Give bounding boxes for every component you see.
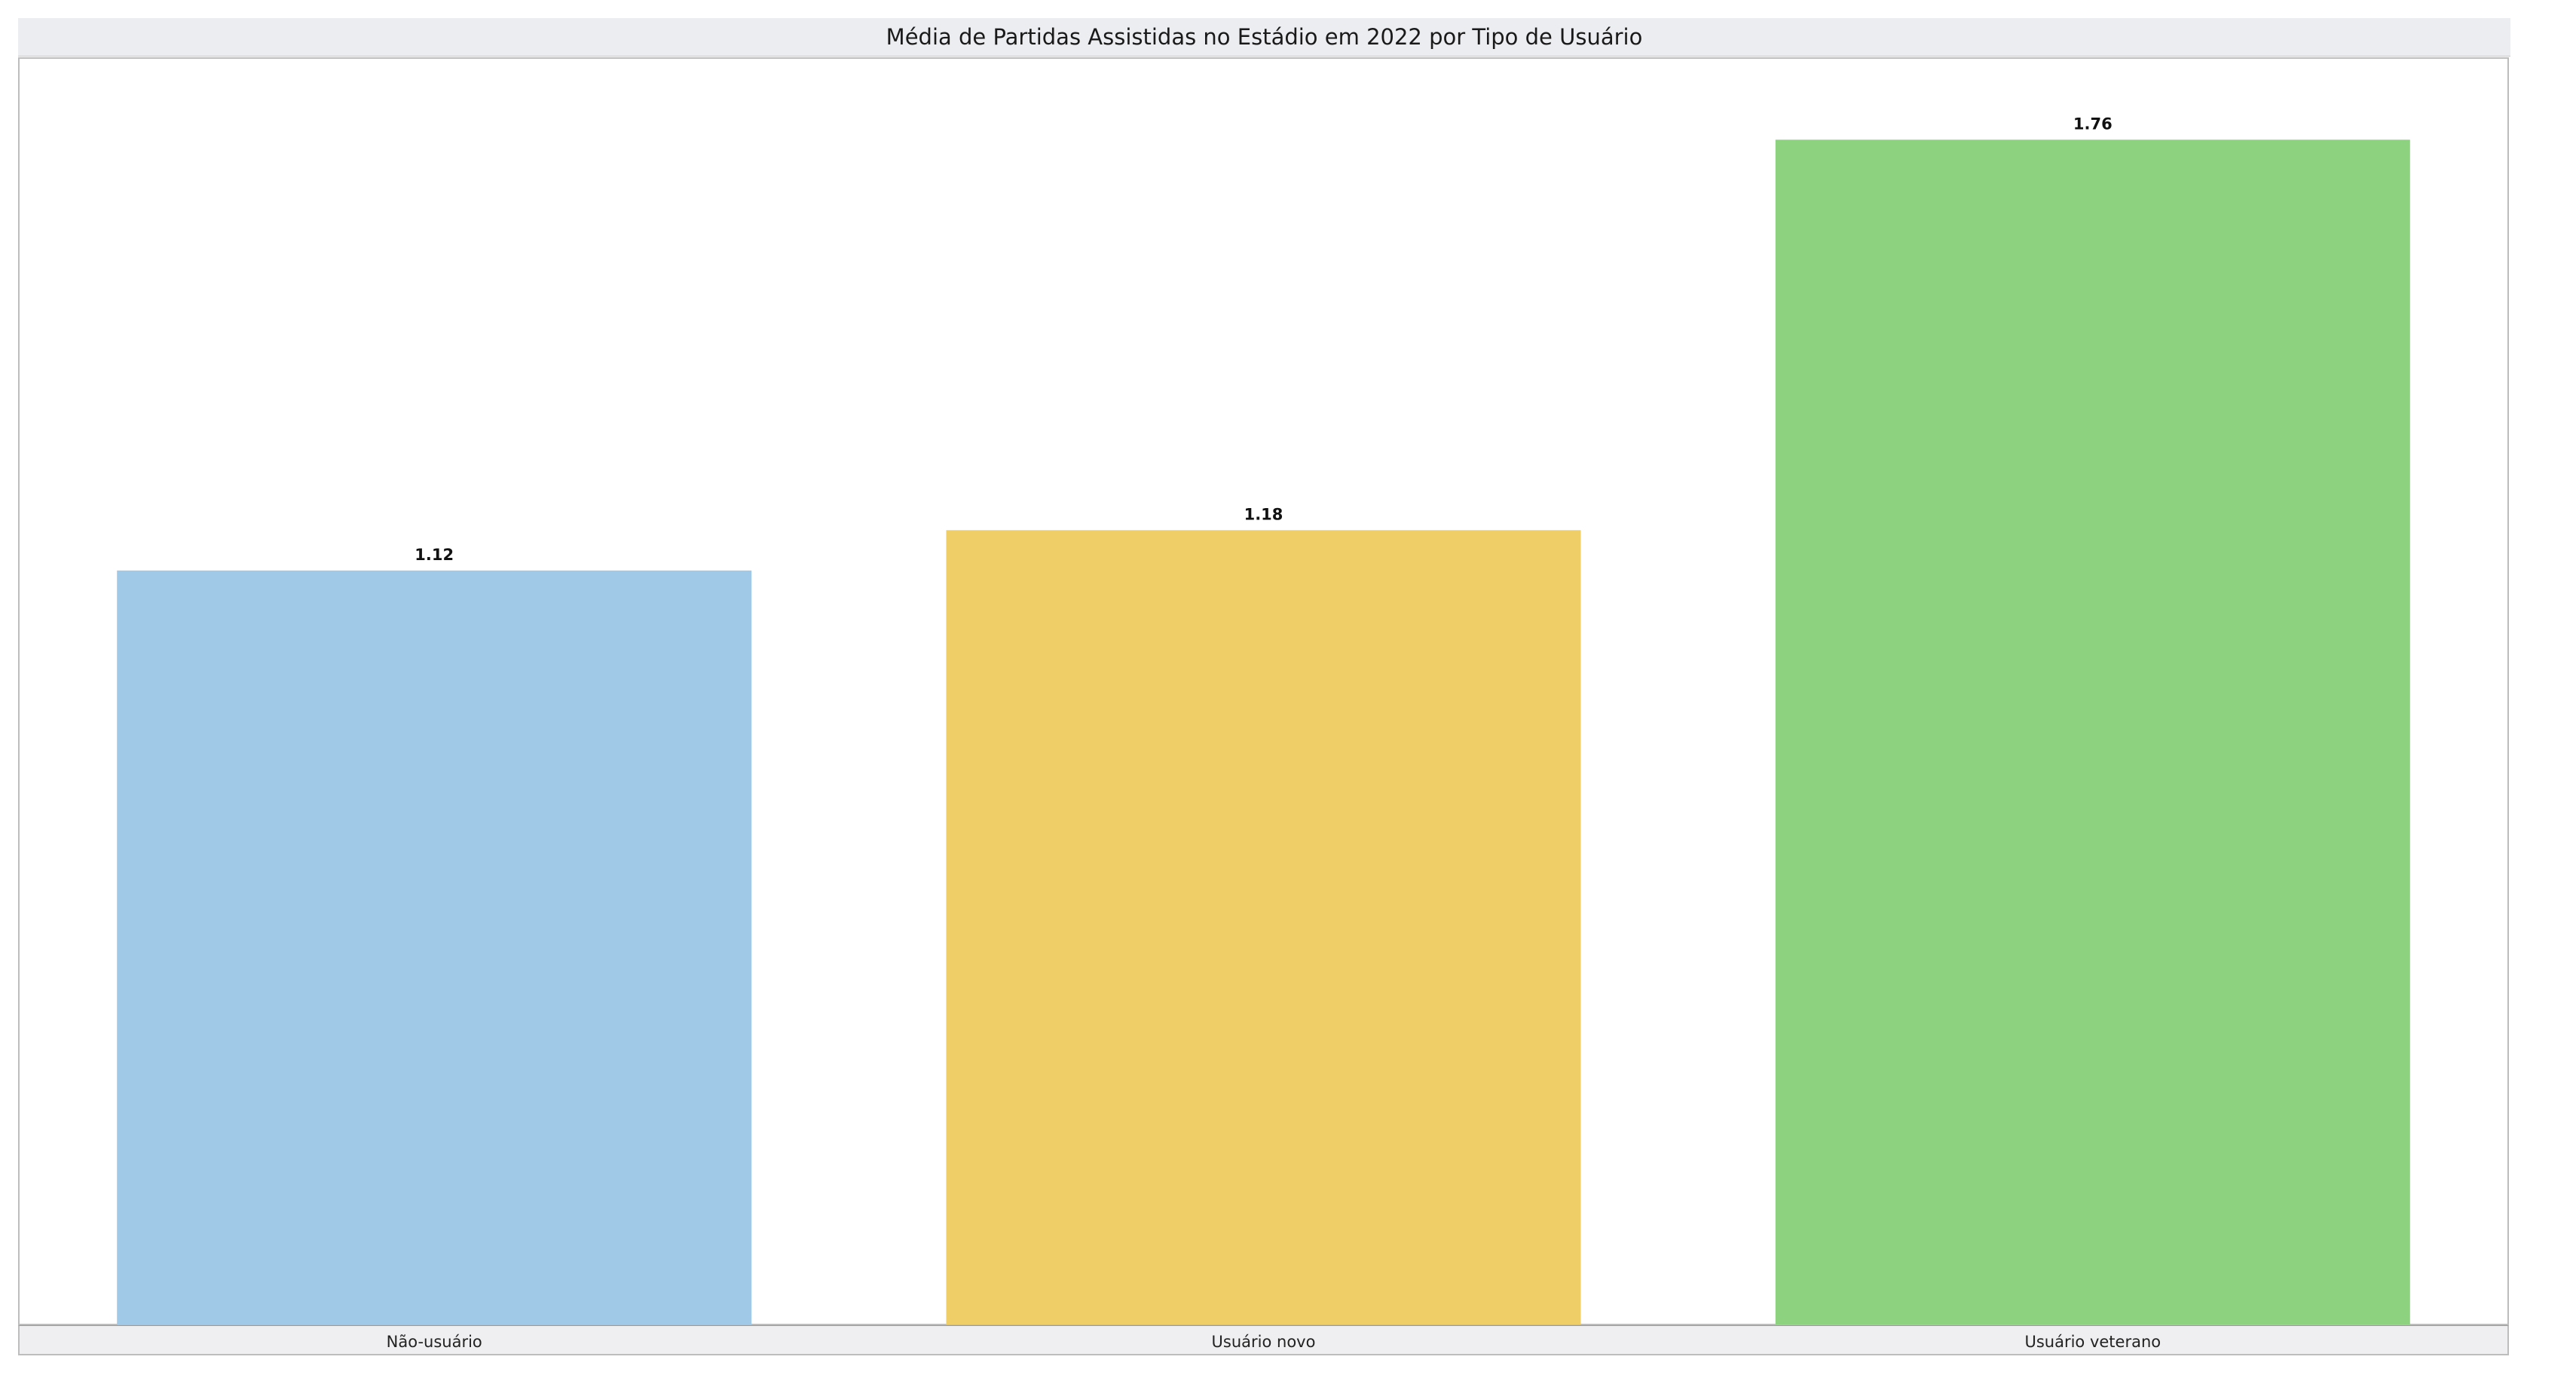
bar-3 <box>1775 139 2410 1324</box>
x-tick-label-1: Não-usuário <box>387 1333 482 1351</box>
bar-2 <box>946 530 1581 1324</box>
value-labels-group: 1.12 1.18 1.76 <box>415 115 2113 564</box>
bar-1 <box>117 570 752 1324</box>
x-tick-labels-group: Não-usuário Usuário novo Usuário veterano <box>387 1333 2161 1351</box>
bar-value-label-1: 1.12 <box>415 546 454 564</box>
bars-group <box>117 139 2410 1324</box>
bar-value-label-2: 1.18 <box>1244 505 1283 523</box>
x-tick-label-2: Usuário novo <box>1212 1333 1316 1351</box>
x-tick-label-3: Usuário veterano <box>2024 1333 2161 1351</box>
chart-title: Média de Partidas Assistidas no Estádio … <box>18 18 2510 57</box>
x-axis-strip <box>18 1325 2509 1355</box>
bar-value-label-3: 1.76 <box>2073 115 2113 133</box>
